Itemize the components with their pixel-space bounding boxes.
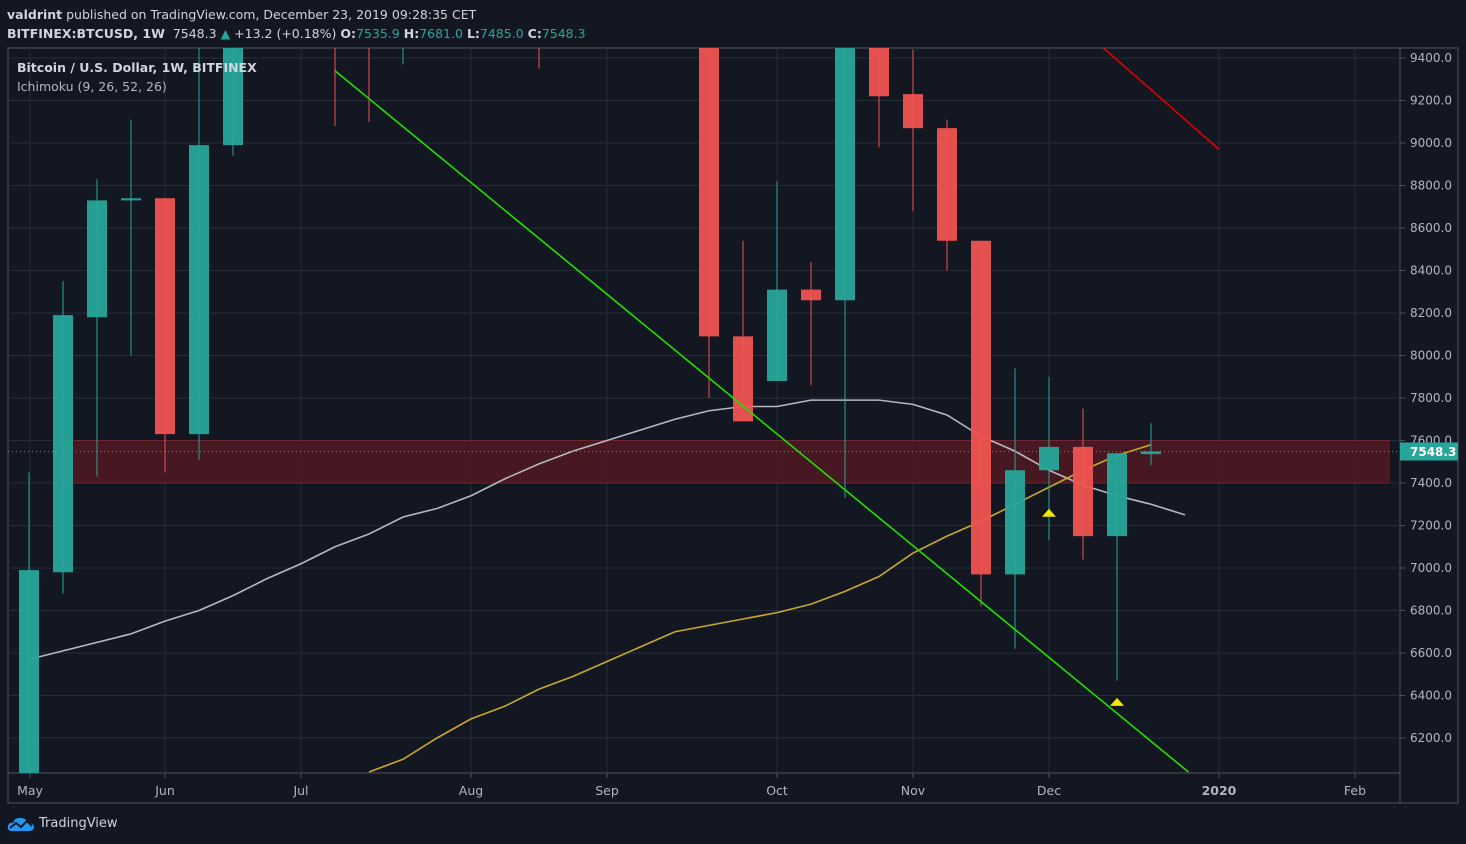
x-tick-label: Feb [1344,783,1366,798]
candle-down [937,128,957,241]
candle-up [189,145,209,435]
up-arrow-icon: ▲ [220,26,231,41]
y-tick-label: 8800.0 [1410,179,1452,193]
change: +13.2 (+0.18%) [234,26,337,41]
author[interactable]: valdrint [7,7,63,22]
open-label: O: [340,26,356,41]
y-tick-label: 6200.0 [1410,731,1452,745]
ichimoku-span-line [368,443,1152,773]
candle-up [1005,470,1025,575]
x-tick-label: Sep [595,783,619,798]
chart-frame [7,47,1459,804]
y-tick-label: 8400.0 [1410,264,1452,278]
low-value: 7485.0 [479,26,524,41]
publish-info: valdrint published on TradingView.com, D… [7,7,476,22]
resistance-zone [62,440,1390,484]
candle-down [699,48,719,337]
y-tick-label: 7400.0 [1410,476,1452,490]
indicator-legend[interactable]: Ichimoku (9, 26, 52, 26) [17,79,167,94]
triangle-marker-icon [1110,697,1124,706]
candle-down [1073,446,1093,537]
y-tick-label: 8200.0 [1410,306,1452,320]
brand-text: TradingView [39,815,118,831]
candle-down [801,289,821,301]
candle-up [767,289,787,381]
low-label: L: [466,26,480,41]
y-tick-label: 6800.0 [1410,604,1452,618]
y-tick-label: 7800.0 [1410,391,1452,405]
y-tick-label: 9200.0 [1410,94,1452,108]
published-text: published on TradingView.com, December 2… [66,7,477,22]
tradingview-cloud-icon [7,817,34,831]
current-price-label: 7548.3 [1410,445,1456,459]
candle-down [733,336,753,422]
x-tick-label: Dec [1037,783,1061,798]
y-tick-label: 9000.0 [1410,136,1452,150]
x-tick-label: 2020 [1202,783,1237,798]
y-tick-label: 6600.0 [1410,646,1452,660]
y-tick-label: 8600.0 [1410,221,1452,235]
candle-up [1039,446,1059,471]
green-trendline [334,70,1189,773]
candle-up [19,570,39,773]
candle-down [903,94,923,129]
close-label: C: [527,26,542,41]
candle-up [53,315,73,573]
symbol: BITFINEX:BTCUSD, 1W [7,26,165,41]
candle-up [1141,451,1161,455]
y-tick-label: 9400.0 [1410,51,1452,65]
x-tick-label: Nov [901,783,926,798]
x-tick-label: Aug [459,783,483,798]
last-price: 7548.3 [172,26,217,41]
high-label: H: [403,26,420,41]
x-tick-label: Jun [154,783,175,798]
plot-area [8,48,1400,773]
red-trendline [1102,48,1220,150]
y-tick-label: 7200.0 [1410,519,1452,533]
candle-up [121,198,141,201]
x-tick-label: May [17,783,43,798]
chart-legend-title: Bitcoin / U.S. Dollar, 1W, BITFINEX [17,60,257,75]
candle-down [155,198,175,435]
x-tick-label: Jul [292,783,308,798]
symbol-info: BITFINEX:BTCUSD, 1W 7548.3 ▲ +13.2 (+0.1… [7,26,586,41]
candle-up [835,48,855,301]
high-value: 7681.0 [419,26,463,41]
candle-down [869,48,889,97]
tradingview-logo: TradingView [7,814,118,832]
candle-up [1107,453,1127,537]
ichimoku-base-line [28,399,1186,661]
y-tick-label: 8000.0 [1410,349,1452,363]
y-tick-label: 6400.0 [1410,689,1452,703]
current-price-badge [1400,442,1458,461]
candle-down [971,240,991,575]
candle-up [223,48,243,146]
close-value: 7548.3 [541,26,586,41]
triangle-marker-icon [1042,508,1056,517]
x-tick-label: Oct [766,783,788,798]
y-tick-label: 7000.0 [1410,561,1452,575]
candle-up [87,200,107,318]
open-value: 7535.9 [356,26,400,41]
